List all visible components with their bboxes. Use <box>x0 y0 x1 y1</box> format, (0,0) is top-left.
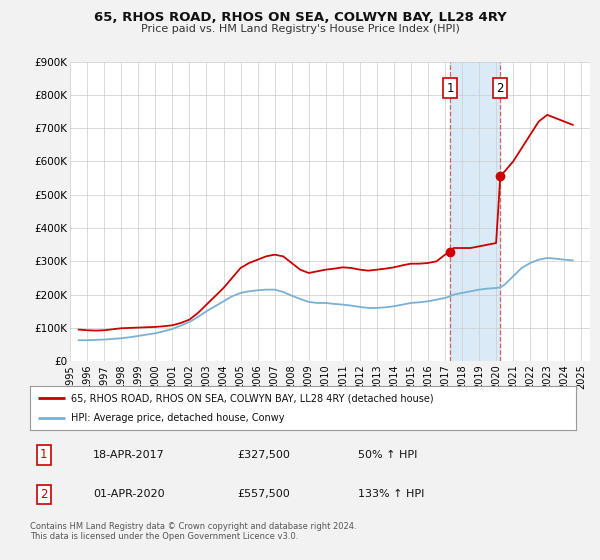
Text: 2: 2 <box>497 82 504 95</box>
Text: 01-APR-2020: 01-APR-2020 <box>93 489 164 500</box>
Text: £327,500: £327,500 <box>238 450 290 460</box>
Text: Contains HM Land Registry data © Crown copyright and database right 2024.
This d: Contains HM Land Registry data © Crown c… <box>30 522 356 542</box>
Text: 50% ↑ HPI: 50% ↑ HPI <box>358 450 417 460</box>
Text: 65, RHOS ROAD, RHOS ON SEA, COLWYN BAY, LL28 4RY: 65, RHOS ROAD, RHOS ON SEA, COLWYN BAY, … <box>94 11 506 24</box>
Text: 133% ↑ HPI: 133% ↑ HPI <box>358 489 424 500</box>
Text: 18-APR-2017: 18-APR-2017 <box>93 450 164 460</box>
Text: 1: 1 <box>40 449 47 461</box>
Text: 65, RHOS ROAD, RHOS ON SEA, COLWYN BAY, LL28 4RY (detached house): 65, RHOS ROAD, RHOS ON SEA, COLWYN BAY, … <box>71 393 434 403</box>
Text: £557,500: £557,500 <box>238 489 290 500</box>
Text: 2: 2 <box>40 488 47 501</box>
Text: 1: 1 <box>446 82 454 95</box>
Text: Price paid vs. HM Land Registry's House Price Index (HPI): Price paid vs. HM Land Registry's House … <box>140 24 460 34</box>
Text: HPI: Average price, detached house, Conwy: HPI: Average price, detached house, Conw… <box>71 413 284 423</box>
Bar <box>450 62 500 361</box>
